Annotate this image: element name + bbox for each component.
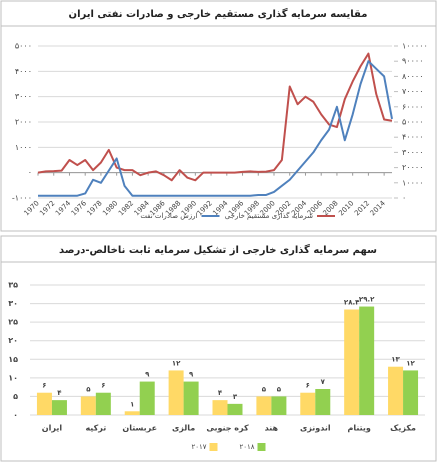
value-label: ۲۸.۴ bbox=[344, 299, 360, 307]
data-line bbox=[38, 60, 393, 197]
y-tick-label: -۱۰۰۰ bbox=[12, 194, 32, 203]
chart-title: مقایسه سرمایه گذاری مستقیم خارجی و صادرا… bbox=[69, 7, 368, 20]
y-tick-label: ۵ bbox=[13, 392, 18, 401]
bar bbox=[359, 306, 375, 415]
x-tick-label: ترکیه bbox=[85, 424, 106, 433]
value-label: ۵ bbox=[86, 385, 91, 393]
y2-tick-label: ۰ bbox=[402, 194, 406, 203]
bar bbox=[403, 370, 419, 415]
y2-tick-label: ۸۰۰۰۰ bbox=[402, 72, 423, 81]
y-tick-label: ۵۰۰۰ bbox=[15, 42, 32, 51]
legend-swatch bbox=[257, 443, 266, 451]
y-tick-label: ۳۰ bbox=[8, 299, 18, 308]
y2-tick-label: ۱۰۰۰۰ bbox=[402, 178, 423, 187]
value-label: ۴ bbox=[218, 389, 223, 397]
legend-swatch bbox=[209, 443, 218, 451]
value-label: ۵ bbox=[262, 385, 267, 393]
y-tick-label: ۰ bbox=[28, 168, 32, 177]
y-tick-label: ۳۰۰۰ bbox=[15, 92, 32, 101]
value-label: ۱ bbox=[130, 400, 134, 408]
x-tick-label: کره جنوبی bbox=[206, 424, 249, 433]
value-label: ۶ bbox=[42, 382, 46, 390]
bar bbox=[227, 403, 243, 415]
y2-tick-label: ۷۰۰۰۰ bbox=[402, 87, 423, 96]
value-label: ۱۳ bbox=[391, 356, 400, 364]
legend-label: ارزش صادرات نفت bbox=[140, 212, 197, 220]
y-tick-label: ۲۰۰۰ bbox=[15, 118, 32, 127]
x-tick-label: مکزیک bbox=[390, 424, 416, 433]
y-tick-label: ۴۰۰۰ bbox=[15, 67, 32, 76]
bar bbox=[80, 396, 96, 415]
bar bbox=[124, 411, 140, 415]
y-tick-label: ۱۵ bbox=[8, 355, 18, 364]
x-tick-label: ویتنام bbox=[347, 424, 370, 433]
y2-tick-label: ۱۰۰۰۰۰ bbox=[402, 42, 428, 51]
bar bbox=[212, 400, 228, 415]
bar bbox=[315, 389, 331, 415]
y-tick-label: ۲۵ bbox=[8, 318, 18, 327]
bar bbox=[168, 370, 184, 415]
y-tick-label: ۰ bbox=[13, 411, 18, 420]
y2-tick-label: ۶۰۰۰۰ bbox=[402, 102, 423, 111]
x-tick-label: اندونزی bbox=[300, 424, 331, 433]
x-tick-label: هند bbox=[265, 424, 279, 433]
y2-tick-label: ۲۰۰۰۰ bbox=[402, 163, 423, 172]
value-label: ۵ bbox=[277, 385, 282, 393]
y-tick-label: ۱۰ bbox=[8, 373, 18, 382]
value-label: ۱۲ bbox=[172, 359, 181, 367]
value-label: ۹ bbox=[189, 371, 194, 379]
bar bbox=[256, 396, 272, 415]
value-label: ۴ bbox=[57, 389, 62, 397]
chart-title: سهم سرمایه گذاری خارجی از تشکیل سرمایه ث… bbox=[59, 243, 377, 256]
value-label: ۶ bbox=[306, 382, 310, 390]
bar bbox=[183, 381, 199, 415]
bar bbox=[95, 392, 111, 415]
y-tick-label: ۱۰۰۰ bbox=[15, 143, 32, 152]
y2-tick-label: ۹۰۰۰۰ bbox=[402, 57, 423, 66]
bar bbox=[36, 392, 52, 415]
bar bbox=[271, 396, 287, 415]
value-label: ۲۹.۲ bbox=[359, 296, 375, 304]
y-tick-label: ۳۵ bbox=[8, 281, 18, 290]
bar bbox=[300, 392, 316, 415]
bar bbox=[51, 400, 67, 415]
panel bbox=[0, 0, 437, 232]
value-label: ۷ bbox=[321, 378, 326, 386]
bar bbox=[139, 381, 155, 415]
bar bbox=[388, 366, 404, 415]
legend-label: ۲۰۱۸ bbox=[239, 443, 254, 451]
y2-tick-label: ۴۰۰۰۰ bbox=[402, 133, 423, 142]
y-tick-label: ۲۰ bbox=[8, 336, 18, 345]
value-label: ۳ bbox=[233, 393, 238, 401]
legend-label: سرمایه گذاری مستقیم خارجی bbox=[225, 211, 313, 220]
x-tick-label: ایران bbox=[42, 424, 63, 433]
bar bbox=[344, 309, 360, 415]
x-tick-label: مالزی bbox=[172, 424, 195, 433]
y2-tick-label: ۵۰۰۰۰ bbox=[402, 118, 423, 127]
value-label: ۹ bbox=[145, 371, 150, 379]
y2-tick-label: ۳۰۰۰۰ bbox=[402, 148, 423, 157]
x-tick-label: عربستان bbox=[122, 424, 157, 433]
legend-label: ۲۰۱۷ bbox=[191, 443, 206, 451]
value-label: ۶ bbox=[101, 382, 105, 390]
data-line bbox=[37, 52, 393, 182]
value-label: ۱۲ bbox=[406, 359, 415, 367]
